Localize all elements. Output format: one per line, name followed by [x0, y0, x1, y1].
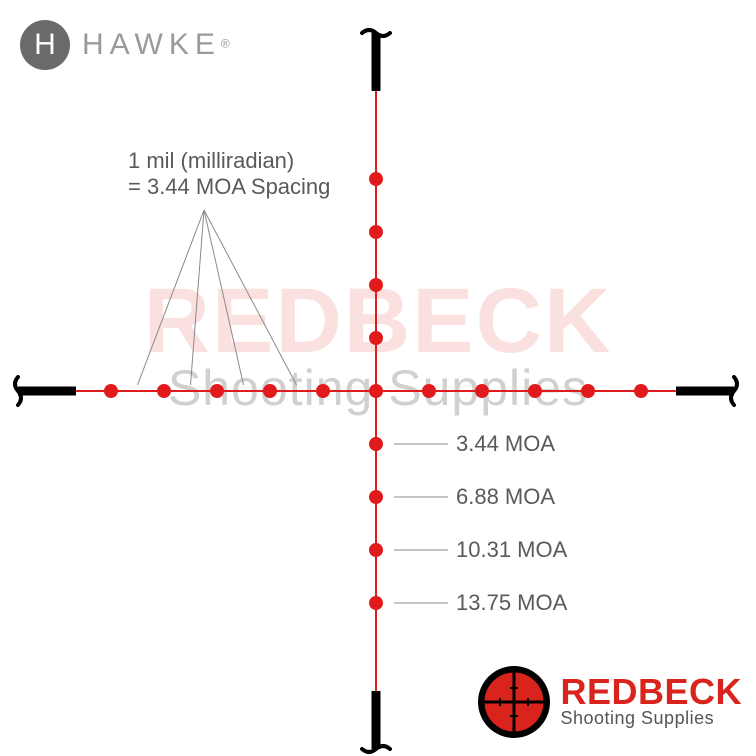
spacing-line1: 1 mil (milliradian) — [128, 148, 330, 174]
spacing-line2: = 3.44 MOA Spacing — [128, 174, 330, 200]
moa-label: 13.75 MOA — [456, 590, 567, 616]
redbeck-logo: REDBECK Shooting Supplies — [476, 664, 742, 740]
redbeck-text: REDBECK Shooting Supplies — [560, 675, 742, 728]
moa-label: 6.88 MOA — [456, 484, 555, 510]
moa-label: 10.31 MOA — [456, 537, 567, 563]
spacing-annotation: 1 mil (milliradian) = 3.44 MOA Spacing — [128, 148, 330, 200]
reticle-diagram — [0, 0, 756, 756]
redbeck-icon — [476, 664, 552, 740]
redbeck-main: REDBECK — [560, 675, 742, 709]
moa-label: 3.44 MOA — [456, 431, 555, 457]
